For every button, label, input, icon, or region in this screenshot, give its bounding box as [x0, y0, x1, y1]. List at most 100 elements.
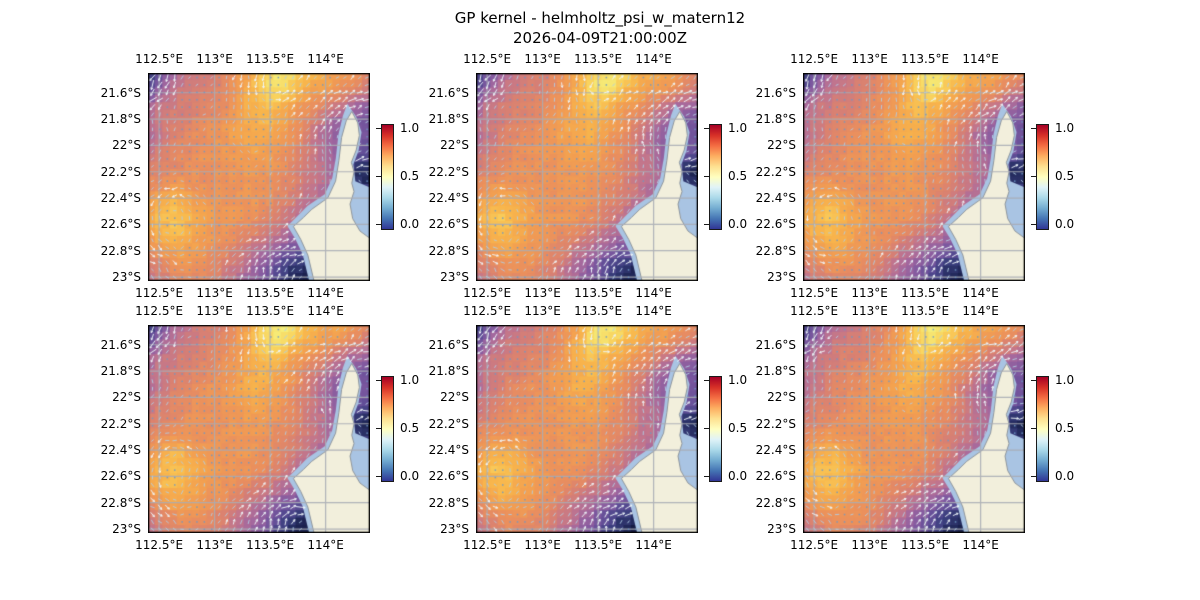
colorbar-tick-label: 0.5 — [728, 421, 748, 435]
y-tick-label: 23°S — [112, 522, 141, 537]
y-tick-label: 22.6°S — [755, 217, 796, 232]
y-tick-label: 22.6°S — [755, 469, 796, 484]
y-tick-label: 22°S — [767, 390, 796, 405]
x-tick-label: 113.5°E — [574, 52, 623, 66]
x-tick-label: 113°E — [524, 304, 561, 318]
y-tick-label: 21.6°S — [428, 85, 469, 100]
y-tick-label: 22.2°S — [755, 164, 796, 179]
colorbar-tick-label: 0.5 — [400, 421, 420, 435]
y-tick-label: 22.6°S — [100, 217, 141, 232]
y-tick-label: 22.2°S — [428, 164, 469, 179]
colorbar-tick — [1031, 128, 1036, 129]
x-tick-label: 114°E — [307, 52, 344, 66]
x-tick-label: 113.5°E — [901, 538, 950, 552]
y-tick-label: 23°S — [767, 270, 796, 285]
y-tick-label: 22.2°S — [755, 416, 796, 431]
x-tick-label: 112.5°E — [790, 52, 839, 66]
map-frame — [803, 73, 1025, 281]
x-tick-label: 114°E — [635, 286, 672, 300]
colorbar-tick — [376, 476, 381, 477]
x-tick-label: 112.5°E — [463, 304, 512, 318]
x-tick-label: 113°E — [196, 304, 233, 318]
colorbar-tick — [704, 128, 709, 129]
y-tick-label: 21.8°S — [755, 364, 796, 379]
x-tick-label: 114°E — [962, 304, 999, 318]
colorbar-tick — [1031, 428, 1036, 429]
map-frame — [476, 325, 698, 533]
colorbar-tick — [704, 476, 709, 477]
colorbar-tick — [376, 128, 381, 129]
map-frame — [148, 325, 370, 533]
x-tick-label: 113.5°E — [574, 538, 623, 552]
x-tick-label: 112.5°E — [135, 52, 184, 66]
x-tick-label: 112.5°E — [790, 538, 839, 552]
x-tick-label: 113.5°E — [574, 304, 623, 318]
subplot-r2-c3: 112.5°E 112.5°E 113°E 113°E 113.5°E 113.5°E 11… — [748, 303, 1084, 555]
y-tick-label: 23°S — [767, 522, 796, 537]
colorbar-tick — [376, 176, 381, 177]
colorbar-tick — [1031, 380, 1036, 381]
colorbar — [709, 376, 722, 482]
x-tick-label: 114°E — [962, 538, 999, 552]
x-tick-label: 113°E — [851, 286, 888, 300]
x-tick-label: 114°E — [307, 286, 344, 300]
subplot-r1-c2: 112.5°E 112.5°E 113°E 113°E 113.5°E 113.5°E 11… — [421, 51, 757, 303]
x-tick-label: 114°E — [307, 304, 344, 318]
subplot-r1-c1: 112.5°E 112.5°E 113°E 113°E 113.5°E 113.5°E 11… — [93, 51, 429, 303]
x-tick-label: 113°E — [524, 538, 561, 552]
colorbar — [381, 376, 394, 482]
colorbar-tick-label: 0.0 — [728, 469, 748, 483]
x-tick-label: 112.5°E — [463, 538, 512, 552]
colorbar-tick-label: 0.0 — [400, 217, 420, 231]
x-tick-label: 113.5°E — [246, 538, 295, 552]
y-tick-label: 22.4°S — [100, 443, 141, 458]
figure-title: GP kernel - helmholtz_psi_w_matern12 — [454, 9, 746, 27]
y-tick-label: 21.6°S — [755, 85, 796, 100]
map-frame — [803, 325, 1025, 533]
colorbar-tick — [1031, 476, 1036, 477]
y-tick-label: 22°S — [767, 138, 796, 153]
map-frame — [476, 73, 698, 281]
y-tick-label: 22.2°S — [100, 416, 141, 431]
colorbar-tick-label: 0.5 — [1055, 421, 1075, 435]
x-tick-label: 112.5°E — [135, 286, 184, 300]
y-tick-label: 21.6°S — [100, 85, 141, 100]
y-tick-label: 22.4°S — [755, 443, 796, 458]
colorbar-tick-label: 1.0 — [1055, 373, 1075, 387]
x-tick-label: 113.5°E — [246, 286, 295, 300]
x-tick-label: 114°E — [962, 286, 999, 300]
x-tick-label: 113.5°E — [901, 286, 950, 300]
colorbar-tick — [704, 224, 709, 225]
subplot-r1-c3: 112.5°E 112.5°E 113°E 113°E 113.5°E 113.5°E 11… — [748, 51, 1084, 303]
y-tick-label: 22.4°S — [100, 191, 141, 206]
x-tick-label: 113°E — [851, 304, 888, 318]
x-tick-label: 114°E — [962, 52, 999, 66]
x-tick-label: 112.5°E — [790, 286, 839, 300]
x-tick-label: 113°E — [524, 286, 561, 300]
colorbar-tick-label: 0.0 — [400, 469, 420, 483]
y-tick-label: 22.4°S — [428, 443, 469, 458]
x-tick-label: 113°E — [196, 52, 233, 66]
colorbar-tick-label: 0.5 — [1055, 169, 1075, 183]
y-tick-label: 23°S — [440, 270, 469, 285]
map-canvas — [476, 73, 698, 281]
x-tick-label: 112.5°E — [790, 304, 839, 318]
colorbar-tick-label: 1.0 — [1055, 121, 1075, 135]
x-tick-label: 113°E — [196, 538, 233, 552]
y-tick-label: 21.6°S — [428, 337, 469, 352]
colorbar — [709, 124, 722, 230]
colorbar-tick-label: 0.0 — [1055, 469, 1075, 483]
x-tick-label: 113°E — [524, 52, 561, 66]
y-tick-label: 22.8°S — [428, 243, 469, 258]
map-canvas — [148, 325, 370, 533]
y-tick-label: 22.8°S — [100, 243, 141, 258]
x-tick-label: 112.5°E — [135, 304, 184, 318]
x-tick-label: 112.5°E — [463, 52, 512, 66]
y-tick-label: 22.8°S — [755, 243, 796, 258]
y-tick-label: 22.6°S — [428, 217, 469, 232]
y-tick-label: 22°S — [112, 390, 141, 405]
y-tick-label: 22.8°S — [428, 495, 469, 510]
colorbar-tick — [704, 176, 709, 177]
colorbar-tick — [376, 224, 381, 225]
colorbar-tick — [1031, 176, 1036, 177]
